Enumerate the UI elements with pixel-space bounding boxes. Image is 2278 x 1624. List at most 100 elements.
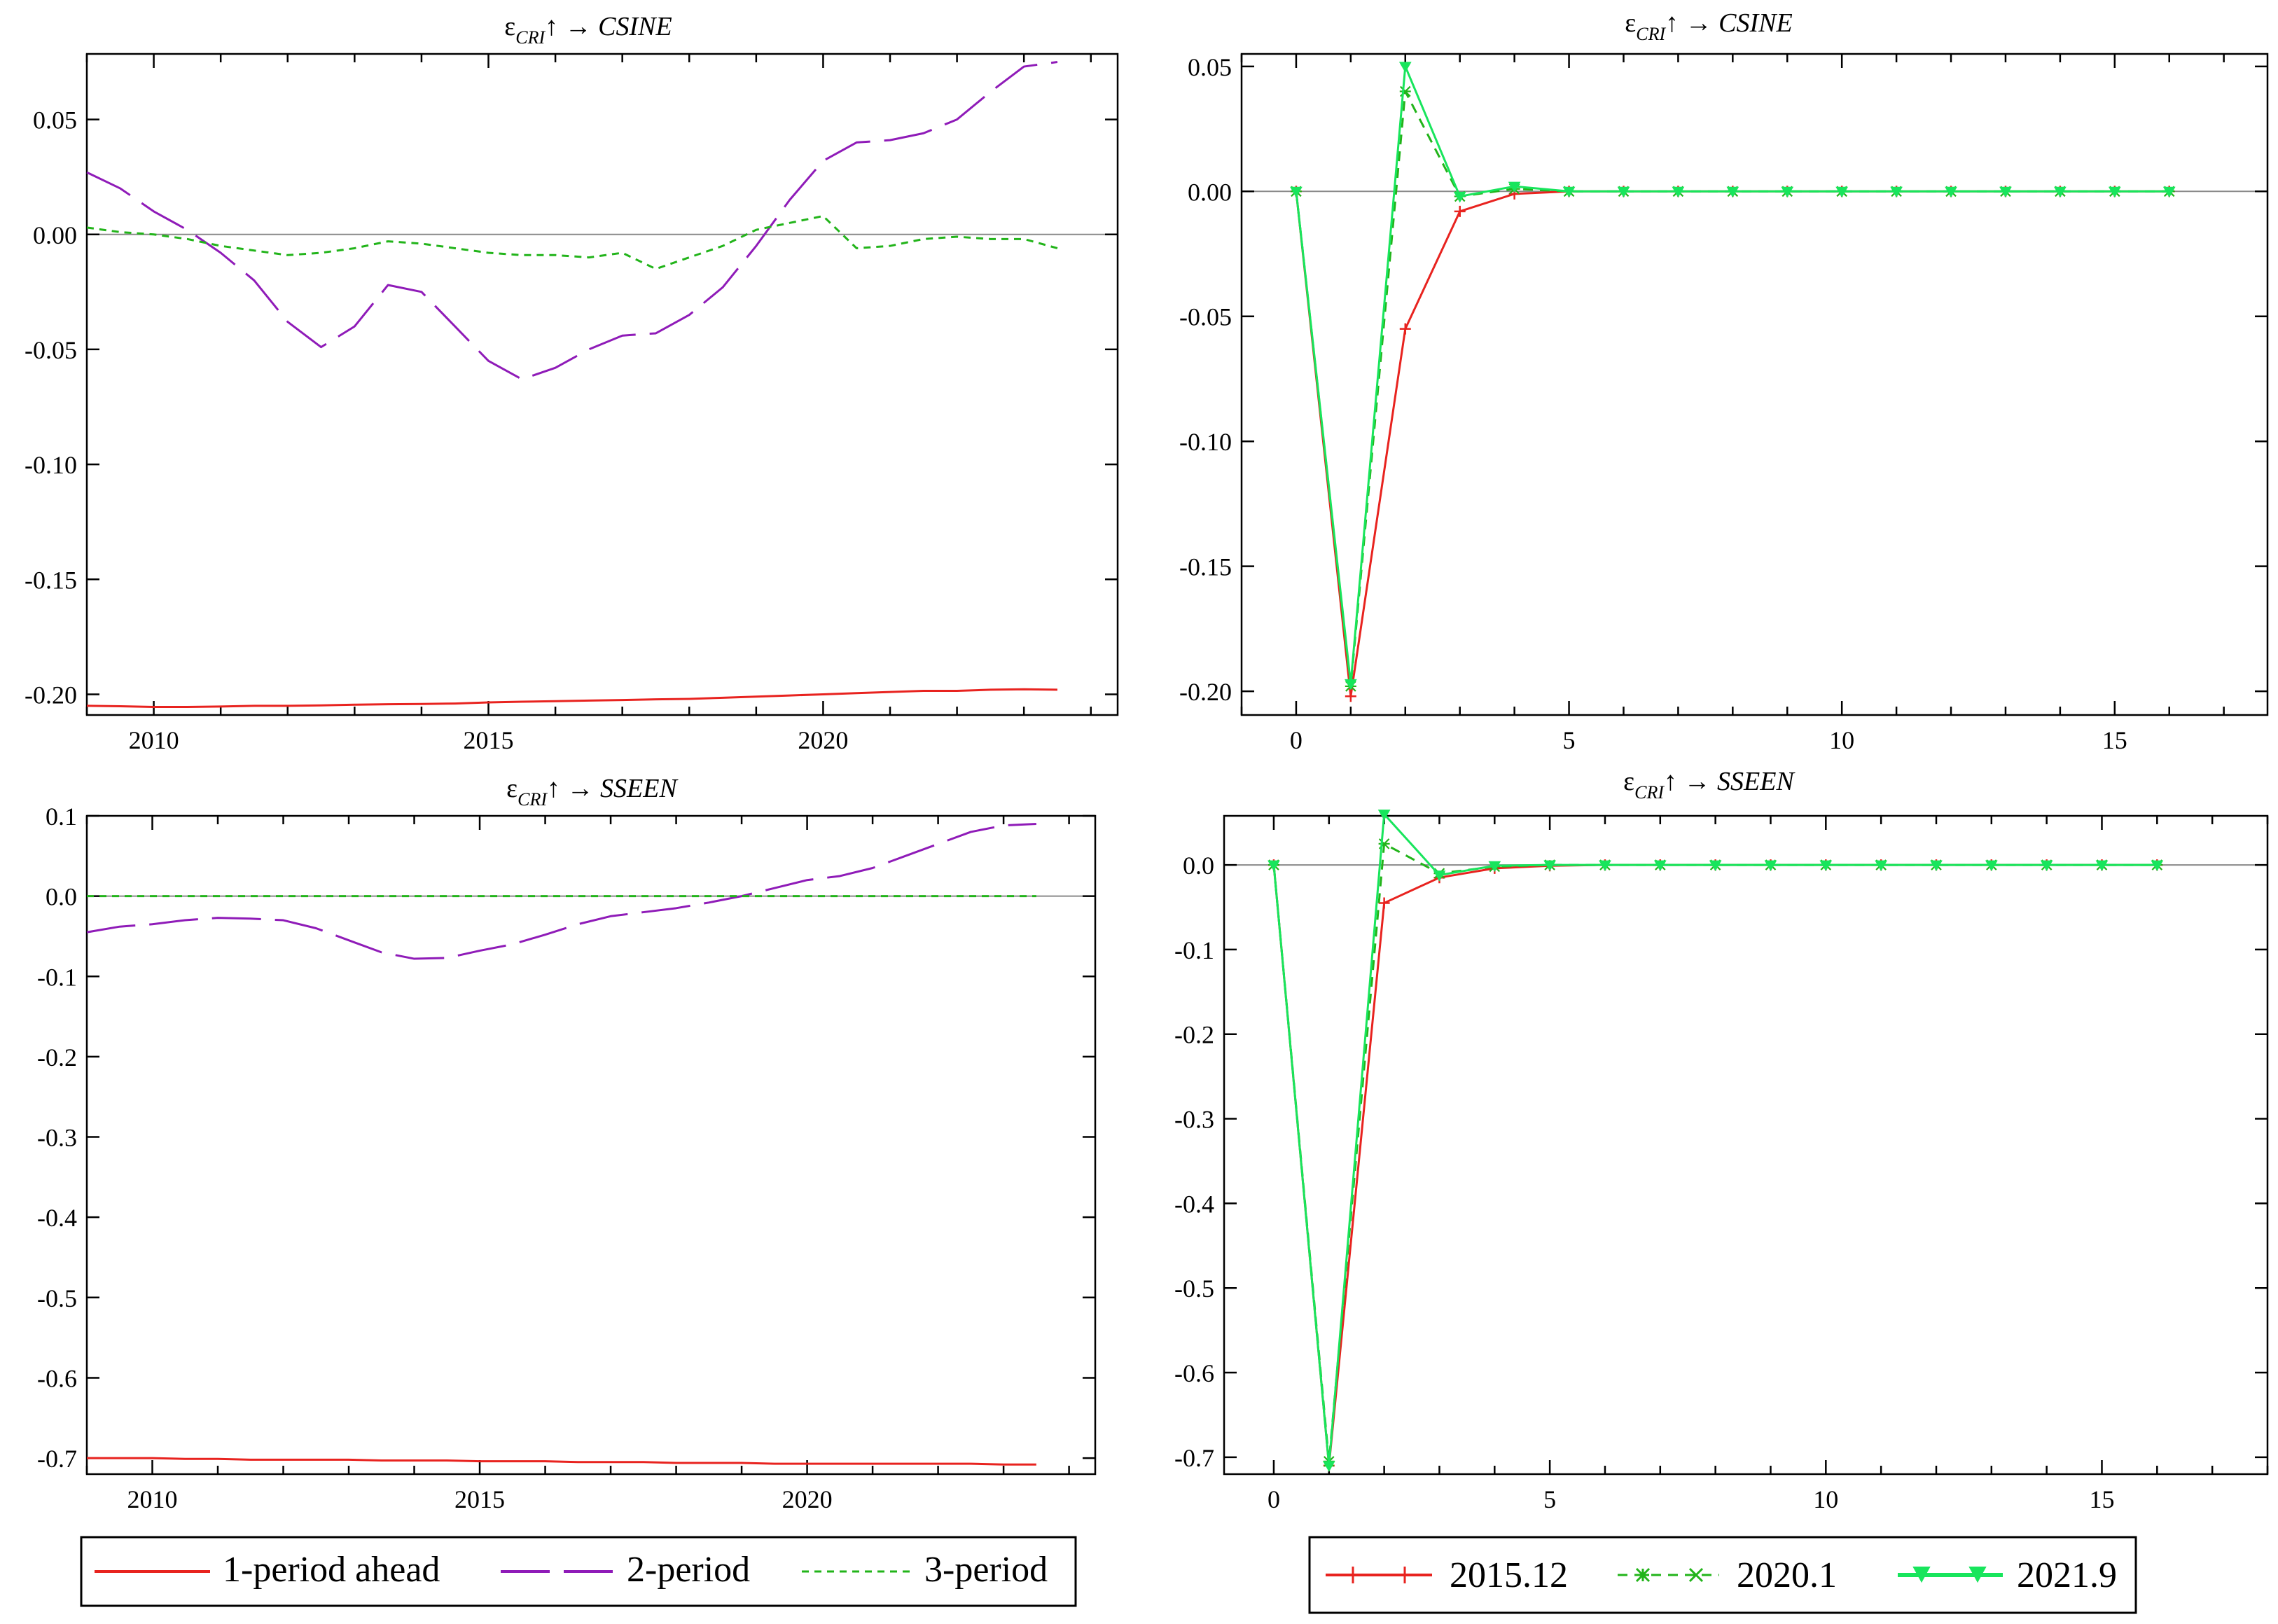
legend-marker-2020-1 [1635, 1567, 1704, 1583]
data-point-marker [1562, 186, 1576, 198]
series-layer [1268, 810, 2164, 1472]
series-line-3-period [86, 214, 1058, 270]
x-tick-label: 5 [1543, 1485, 1556, 1513]
chart-title: εCRI↑ → SSEEN [1623, 767, 1796, 803]
x-tick-label: 2020 [798, 726, 848, 754]
data-point-marker [1453, 191, 1466, 203]
series-layer [86, 61, 1058, 709]
x-tick-label: 2010 [127, 1485, 178, 1513]
y-tick-label: -0.4 [37, 1204, 77, 1232]
data-point-marker [1999, 186, 2012, 198]
data-point-marker [1433, 870, 1446, 882]
y-tick-label: -0.1 [1174, 936, 1214, 964]
x-tick-label: 2010 [129, 726, 179, 754]
data-point-marker [1378, 897, 1390, 909]
data-point-marker [1344, 679, 1357, 690]
legend-label-2-period: 2-period [627, 1550, 750, 1590]
x-tick-label: 10 [1813, 1485, 1838, 1513]
plot-frame [1223, 814, 2269, 1476]
y-tick-label: 0.00 [33, 221, 77, 249]
y-tick-label: -0.7 [1174, 1444, 1214, 1472]
data-point-marker [1322, 1461, 1335, 1472]
plot-frame [85, 53, 1119, 716]
data-point-marker [1599, 860, 1611, 872]
y-tick-label: -0.1 [37, 963, 77, 991]
x-tick-label: 2020 [782, 1485, 833, 1513]
y-tick-label: -0.2 [1174, 1021, 1214, 1049]
data-point-marker [1268, 860, 1280, 872]
y-tick-label: 0.1 [46, 803, 77, 831]
y-tick-label: -0.20 [1179, 678, 1232, 706]
legend-label-1-period: 1-period ahead [223, 1550, 440, 1590]
data-point-marker [1709, 860, 1722, 872]
legend-marker-2021-9 [1912, 1567, 1987, 1583]
y-axis: -0.7 -0.6 -0.5 -0.4 -0.3 -0.2 -0.1 0.0 [1174, 852, 2267, 1472]
y-tick-label: 0.0 [1183, 852, 1214, 880]
data-point-marker [1672, 186, 1685, 198]
data-point-marker [1543, 860, 1556, 872]
y-tick-label: -0.15 [25, 566, 77, 594]
data-point-marker [2151, 860, 2164, 872]
data-point-marker [1398, 62, 1412, 73]
data-point-marker [1508, 181, 1521, 193]
x-tick-label: 15 [2089, 1485, 2114, 1513]
x-tick-label: 10 [1829, 726, 1854, 754]
y-tick-label: -0.5 [37, 1284, 77, 1312]
plot-frame [1240, 53, 2269, 716]
x-axis: 0 5 10 15 [1268, 816, 2269, 1513]
data-point-marker [1890, 186, 1903, 198]
x-tick-label: 2015 [454, 1485, 505, 1513]
data-point-marker [1345, 690, 1356, 702]
data-point-marker [1875, 860, 1888, 872]
panel-csine-irf: -0.20 -0.15 -0.10 -0.05 0.00 0.05 0 5 10 15 εCRI… [1179, 8, 2269, 754]
y-axis: -0.20 -0.15 -0.10 -0.05 0.00 0.05 [1179, 53, 2267, 706]
data-point-marker [1764, 860, 1777, 872]
y-tick-label: -0.20 [25, 681, 77, 709]
data-point-marker [1290, 186, 1303, 198]
y-tick-label: -0.2 [37, 1043, 77, 1071]
y-axis: -0.20 -0.15 -0.10 -0.05 0.00 0.05 [25, 106, 1118, 709]
x-axis: 0 5 10 15 [1240, 54, 2225, 754]
data-point-marker [1488, 861, 1501, 873]
data-point-marker [1945, 186, 1957, 198]
y-tick-label: 0.00 [1188, 178, 1232, 206]
data-point-marker [1781, 186, 1794, 198]
data-point-marker [1377, 810, 1391, 821]
legend-label-2015-12: 2015.12 [1450, 1555, 1568, 1595]
y-tick-label: 0.05 [33, 106, 77, 134]
y-tick-label: -0.7 [37, 1445, 77, 1473]
series-line-2-period [86, 61, 1058, 381]
y-tick-label: -0.6 [37, 1364, 77, 1392]
data-point-marker [1653, 860, 1667, 872]
chart-title: εCRI↑ → CSINE [504, 12, 672, 48]
y-tick-label: 0.05 [1188, 53, 1232, 81]
y-axis: -0.7 -0.6 -0.5 -0.4 -0.3 -0.2 -0.1 0.0 0.1 [37, 803, 1095, 1473]
legend-right: 2015.12 2020.1 2021.9 [1308, 1536, 2137, 1614]
series-line-2-period [86, 822, 1036, 960]
series-layer [86, 822, 1036, 1466]
data-point-marker [2040, 860, 2053, 872]
data-point-marker [2108, 186, 2121, 198]
data-point-marker [2054, 186, 2067, 198]
y-tick-label: 0.0 [46, 883, 77, 911]
data-point-marker [1726, 186, 1739, 198]
data-point-marker [2162, 186, 2176, 198]
panel-sseen-rolling: -0.7-0.6-0.5-0.4-0.3-0.2-0.10.00.1 2010 2… [37, 774, 1097, 1513]
x-tick-label: 2015 [464, 726, 514, 754]
series-layer [1290, 62, 2176, 702]
y-tick-label: -0.05 [1179, 303, 1232, 331]
legend-label-3-period: 3-period [924, 1550, 1048, 1590]
y-tick-label: -0.05 [25, 336, 77, 364]
data-point-marker [1454, 205, 1466, 217]
data-point-marker [1835, 186, 1849, 198]
y-tick-label: -0.5 [1174, 1275, 1214, 1303]
legend-marker-2015-12 [1345, 1567, 1413, 1583]
data-point-marker [1985, 860, 1998, 872]
y-tick-label: -0.4 [1174, 1190, 1214, 1218]
legend-label-2021-9: 2021.9 [2017, 1555, 2117, 1595]
y-tick-label: -0.6 [1174, 1359, 1214, 1387]
legend-label-2020-1: 2020.1 [1737, 1555, 1837, 1595]
x-tick-label: 0 [1268, 1485, 1280, 1513]
legend-left: 1-period ahead 2-period 3-period [80, 1536, 1077, 1607]
